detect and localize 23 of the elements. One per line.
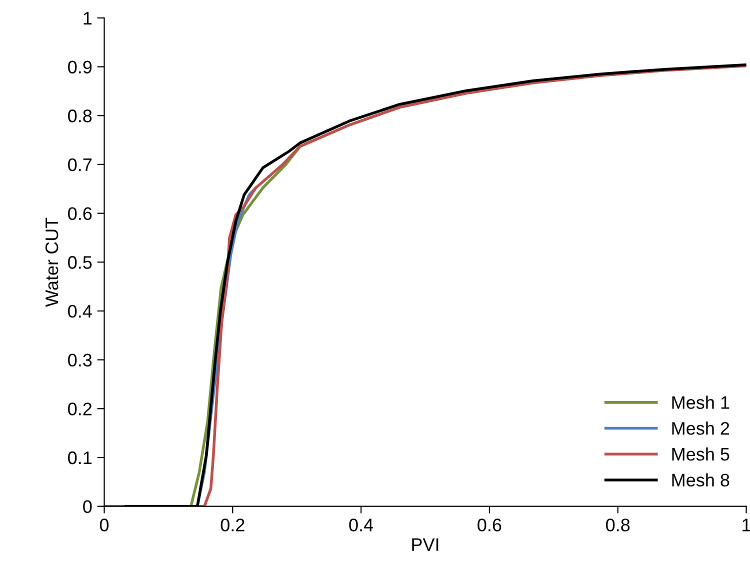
y-tick-label: 1 (84, 12, 92, 24)
y-tick-label: 0.6 (68, 207, 92, 220)
x-tick-label: 0.6 (478, 518, 502, 532)
legend-label: Mesh 8 (672, 473, 730, 487)
y-tick-label: 0.2 (68, 402, 92, 416)
x-tick-label: 0 (100, 518, 109, 532)
y-tick-label: 0.5 (68, 256, 92, 269)
x-tick-label: 0.8 (606, 518, 630, 532)
y-tick-label: 0 (83, 500, 92, 514)
legend-label: Mesh 1 (672, 396, 730, 409)
y-axis-title: Water CUT (45, 218, 58, 307)
y-tick-label: 0.8 (68, 110, 92, 122)
x-axis-title: PVI (412, 538, 438, 551)
legend-label: Mesh 5 (672, 447, 730, 461)
y-tick-label: 0.4 (68, 304, 92, 318)
y-tick-label: 0.1 (68, 451, 92, 464)
legend-label: Mesh 2 (672, 422, 730, 435)
x-tick-label: 0.2 (220, 518, 244, 532)
x-tick-label: 1 (742, 518, 750, 532)
y-tick-label: 0.3 (68, 354, 92, 367)
x-tick-label: 0.4 (349, 518, 374, 532)
y-tick-label: 0.9 (68, 60, 92, 74)
y-tick-label: 0.7 (68, 158, 92, 172)
